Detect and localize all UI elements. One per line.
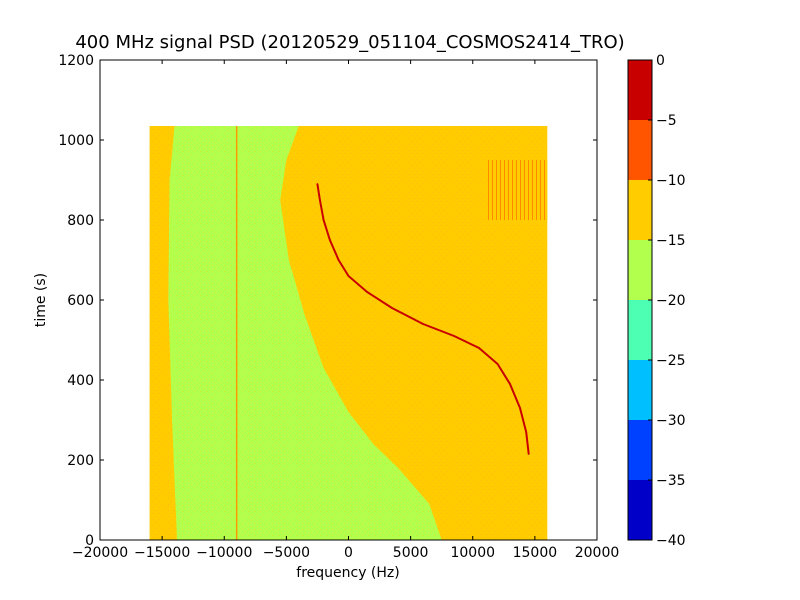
signal-trace-point-7 — [391, 307, 393, 309]
colorbar-tick-label-2: −30 — [656, 413, 686, 429]
x-tick-label-6: 10000 — [450, 545, 495, 561]
colorbar-tick-label-6: −10 — [656, 173, 686, 189]
colorbar-swatch-6 — [628, 120, 652, 180]
signal-trace-point-6 — [366, 291, 369, 293]
colorbar: −40 −35 −30 −25 −20 −15 −10 −5 0 — [627, 53, 686, 549]
signal-trace-point-13 — [519, 407, 521, 409]
signal-trace-point-2 — [322, 219, 325, 221]
signal-trace-point-11 — [496, 363, 499, 365]
colorbar-swatch-1 — [628, 420, 652, 480]
y-axis-ticks: 0 200 400 600 800 1000 1200 — [58, 53, 597, 549]
colorbar-swatch-5 — [628, 180, 652, 240]
signal-trace-point-8 — [422, 323, 424, 325]
signal-trace-point-12 — [509, 383, 511, 385]
signal-trace-point-14 — [525, 431, 528, 433]
colorbar-tick-label-0: −40 — [656, 533, 686, 549]
signal-trace-point-15 — [527, 453, 530, 455]
colorbar-swatch-7 — [628, 60, 652, 120]
x-tick-label-2: −10000 — [196, 545, 252, 561]
x-tick-label-8: 20000 — [575, 545, 620, 561]
colorbar-tick-label-4: −20 — [656, 293, 686, 309]
colorbar-swatch-3 — [628, 300, 652, 360]
y-tick-label-6: 1200 — [58, 53, 94, 69]
signal-trace-point-1 — [319, 199, 321, 201]
colorbar-swatch-2 — [628, 360, 652, 420]
plot-axes — [100, 60, 597, 540]
signal-trace-point-5 — [347, 275, 350, 277]
colorbar-tick-label-8: 0 — [656, 53, 665, 69]
x-axis-ticks: −20000 −15000 −10000 −5000 0 5000 10000 15000 20… — [72, 60, 619, 561]
heatmap-region-0 — [149, 126, 178, 540]
x-tick-label-0: −20000 — [72, 545, 128, 561]
y-tick-label-5: 1000 — [58, 133, 94, 149]
colorbar-tick-label-3: −25 — [656, 353, 686, 369]
colorbar-tick-label-7: −5 — [656, 113, 677, 129]
signal-trace-line — [316, 183, 530, 455]
high-power-region — [485, 160, 548, 220]
x-tick-label-3: −5000 — [263, 545, 310, 561]
colorbar-swatch-0 — [628, 480, 652, 540]
x-tick-label-4: 0 — [344, 545, 353, 561]
chart-title: 400 MHz signal PSD (20120529_051104_COSM… — [75, 32, 624, 53]
colorbar-tick-label-5: −15 — [656, 233, 686, 249]
y-axis-label: time (s) — [33, 273, 49, 327]
colorbar-swatch-4 — [628, 240, 652, 300]
signal-trace — [316, 183, 530, 455]
y-tick-label-1: 200 — [67, 453, 94, 469]
x-tick-label-5: 5000 — [393, 545, 429, 561]
y-tick-label-3: 600 — [67, 293, 94, 309]
y-tick-label-0: 0 — [85, 533, 94, 549]
x-tick-label-1: −15000 — [134, 545, 190, 561]
signal-trace-point-9 — [453, 335, 456, 337]
y-tick-label-2: 400 — [67, 373, 94, 389]
y-tick-label-4: 800 — [67, 213, 94, 229]
signal-trace-point-0 — [316, 183, 319, 185]
colorbar-tick-label-1: −35 — [656, 473, 686, 489]
signal-trace-point-3 — [328, 239, 331, 241]
signal-trace-point-10 — [478, 347, 480, 349]
x-axis-label: frequency (Hz) — [296, 565, 399, 581]
signal-trace-point-4 — [337, 259, 340, 261]
hot-region-rect — [485, 160, 548, 220]
x-tick-label-7: 15000 — [513, 545, 558, 561]
